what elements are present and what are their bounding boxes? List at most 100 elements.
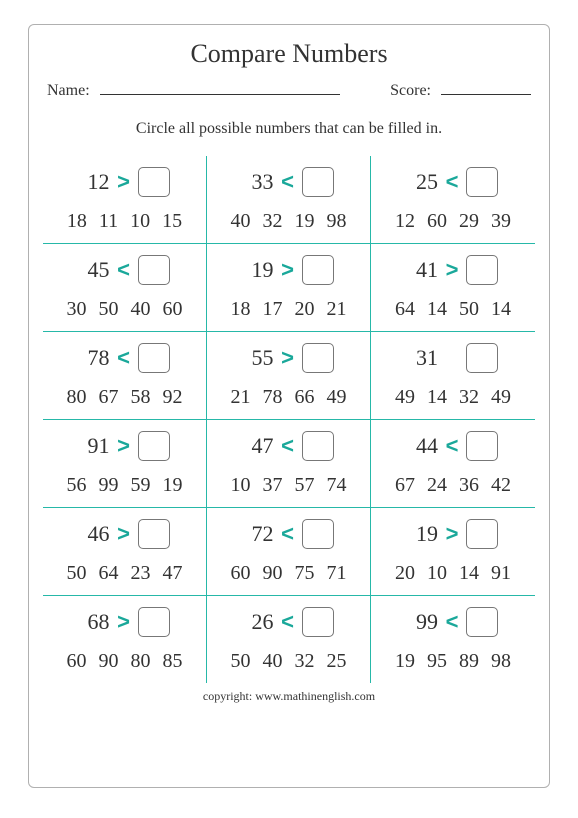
choice-number[interactable]: 59 [131, 474, 151, 497]
choice-number[interactable]: 56 [67, 474, 87, 497]
choice-number[interactable]: 49 [491, 386, 511, 409]
choice-number[interactable]: 29 [459, 210, 479, 233]
choice-number[interactable]: 39 [491, 210, 511, 233]
answer-box[interactable] [138, 607, 170, 637]
choice-number[interactable]: 50 [231, 650, 251, 673]
choice-number[interactable]: 30 [67, 298, 87, 321]
answer-box[interactable] [138, 255, 170, 285]
choice-number[interactable]: 98 [491, 650, 511, 673]
choice-number[interactable]: 74 [327, 474, 347, 497]
choice-number[interactable]: 12 [395, 210, 415, 233]
choice-number[interactable]: 78 [263, 386, 283, 409]
choice-number[interactable]: 80 [67, 386, 87, 409]
page-title: Compare Numbers [43, 39, 535, 69]
choice-number[interactable]: 60 [163, 298, 183, 321]
choice-number[interactable]: 32 [295, 650, 315, 673]
answer-box[interactable] [138, 519, 170, 549]
choice-number[interactable]: 40 [131, 298, 151, 321]
choice-number[interactable]: 14 [427, 386, 447, 409]
choice-number[interactable]: 19 [163, 474, 183, 497]
choice-number[interactable]: 91 [491, 562, 511, 585]
choice-number[interactable]: 42 [491, 474, 511, 497]
choice-number[interactable]: 40 [231, 210, 251, 233]
choice-number[interactable]: 75 [295, 562, 315, 585]
choice-number[interactable]: 25 [327, 650, 347, 673]
choice-number[interactable]: 50 [67, 562, 87, 585]
choice-number[interactable]: 67 [99, 386, 119, 409]
answer-box[interactable] [466, 343, 498, 373]
choice-number[interactable]: 95 [427, 650, 447, 673]
choice-number[interactable]: 49 [327, 386, 347, 409]
choice-number[interactable]: 85 [163, 650, 183, 673]
choice-number[interactable]: 99 [99, 474, 119, 497]
choice-number[interactable]: 18 [231, 298, 251, 321]
choice-number[interactable]: 32 [263, 210, 283, 233]
answer-box[interactable] [302, 519, 334, 549]
choice-number[interactable]: 14 [459, 562, 479, 585]
choice-number[interactable]: 47 [163, 562, 183, 585]
choice-number[interactable]: 36 [459, 474, 479, 497]
choice-number[interactable]: 21 [327, 298, 347, 321]
answer-box[interactable] [466, 167, 498, 197]
answer-box[interactable] [466, 607, 498, 637]
answer-box[interactable] [138, 431, 170, 461]
answer-box[interactable] [302, 343, 334, 373]
choice-number[interactable]: 14 [427, 298, 447, 321]
choice-number[interactable]: 90 [99, 650, 119, 673]
choice-number[interactable]: 60 [427, 210, 447, 233]
choice-number[interactable]: 20 [395, 562, 415, 585]
choice-number[interactable]: 60 [231, 562, 251, 585]
choice-number[interactable]: 14 [491, 298, 511, 321]
choice-number[interactable]: 50 [459, 298, 479, 321]
problem-number: 91 [80, 433, 110, 459]
choice-number[interactable]: 49 [395, 386, 415, 409]
choice-number[interactable]: 32 [459, 386, 479, 409]
comparison-operator: > [280, 257, 296, 283]
answer-box[interactable] [138, 167, 170, 197]
choice-number[interactable]: 89 [459, 650, 479, 673]
name-input[interactable] [100, 79, 340, 95]
choice-number[interactable]: 21 [231, 386, 251, 409]
choice-number[interactable]: 92 [163, 386, 183, 409]
choice-number[interactable]: 24 [427, 474, 447, 497]
choice-number[interactable]: 71 [327, 562, 347, 585]
choice-number[interactable]: 60 [67, 650, 87, 673]
choice-number[interactable]: 67 [395, 474, 415, 497]
name-label: Name: [47, 82, 90, 100]
choice-number[interactable]: 37 [263, 474, 283, 497]
choice-number[interactable]: 11 [99, 210, 118, 233]
choice-number[interactable]: 57 [295, 474, 315, 497]
choice-number[interactable]: 18 [67, 210, 87, 233]
answer-box[interactable] [302, 255, 334, 285]
choice-number[interactable]: 17 [263, 298, 283, 321]
choice-number[interactable]: 64 [395, 298, 415, 321]
choice-number[interactable]: 58 [131, 386, 151, 409]
answer-box[interactable] [302, 607, 334, 637]
choice-number[interactable]: 64 [99, 562, 119, 585]
answer-box[interactable] [302, 431, 334, 461]
choice-number[interactable]: 66 [295, 386, 315, 409]
answer-box[interactable] [302, 167, 334, 197]
choice-number[interactable]: 50 [99, 298, 119, 321]
answer-box[interactable] [466, 255, 498, 285]
choice-number[interactable]: 20 [295, 298, 315, 321]
choice-number[interactable]: 98 [327, 210, 347, 233]
choice-number[interactable]: 10 [231, 474, 251, 497]
choice-number[interactable]: 90 [263, 562, 283, 585]
choice-number[interactable]: 15 [162, 210, 182, 233]
choice-number[interactable]: 10 [130, 210, 150, 233]
score-input[interactable] [441, 79, 531, 95]
choice-number[interactable]: 19 [295, 210, 315, 233]
problem-cell: 25< 12 60 29 39 [371, 156, 535, 244]
problem-cell: 19>20101491 [371, 508, 535, 596]
answer-box[interactable] [466, 431, 498, 461]
choice-number[interactable]: 23 [131, 562, 151, 585]
answer-box[interactable] [466, 519, 498, 549]
answer-box[interactable] [138, 343, 170, 373]
problem-number: 44 [408, 433, 438, 459]
problem-expression: 25< [375, 164, 531, 200]
choice-number[interactable]: 80 [131, 650, 151, 673]
choice-number[interactable]: 40 [263, 650, 283, 673]
choice-number[interactable]: 19 [395, 650, 415, 673]
choice-number[interactable]: 10 [427, 562, 447, 585]
